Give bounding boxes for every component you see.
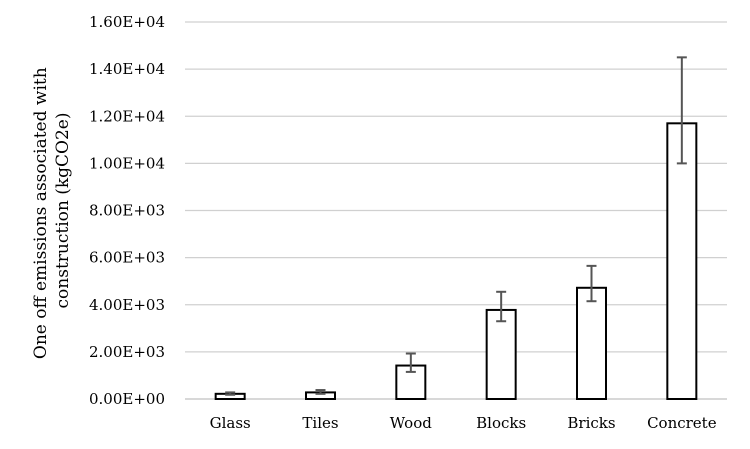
gridlines xyxy=(185,21,727,400)
x-tick-label: Blocks xyxy=(476,414,526,432)
error-bar-concrete xyxy=(676,56,687,165)
y-tick-label: 1.40E+04 xyxy=(89,60,165,78)
x-tick-label: Wood xyxy=(390,414,432,432)
y-axis-title-line-2: construction (kgCO2e) xyxy=(53,113,73,309)
y-tick-label: 1.00E+04 xyxy=(89,154,165,172)
y-axis-title-line-1: One off emissions associated with xyxy=(31,67,51,359)
x-axis-tick-labels: Glass Tiles Wood Blocks Bricks Concrete xyxy=(210,414,717,432)
y-axis-tick-labels: 0.00E+00 2.00E+03 4.00E+03 6.00E+03 8.00E+03… xyxy=(89,13,165,408)
y-tick-label: 0.00E+00 xyxy=(89,390,165,408)
error-bars xyxy=(225,56,687,396)
y-tick-label: 8.00E+03 xyxy=(89,202,165,220)
x-tick-label: Tiles xyxy=(302,414,338,432)
y-tick-label: 6.00E+03 xyxy=(89,249,165,267)
bar-blocks xyxy=(485,308,517,400)
y-tick-label: 1.20E+04 xyxy=(89,107,165,125)
bars xyxy=(214,122,698,401)
bar-bricks xyxy=(576,286,607,400)
x-tick-label: Concrete xyxy=(647,414,717,432)
bar-concrete xyxy=(666,122,698,400)
error-bar-tiles xyxy=(315,389,326,395)
y-axis-title: One off emissions associated with constr… xyxy=(31,62,73,359)
error-bar-wood xyxy=(405,352,416,373)
y-tick-label: 1.60E+04 xyxy=(89,13,165,31)
error-bar-glass xyxy=(225,391,236,396)
y-tick-label: 2.00E+03 xyxy=(89,343,165,361)
y-tick-label: 4.00E+03 xyxy=(89,296,165,314)
x-tick-label: Bricks xyxy=(567,414,615,432)
x-tick-label: Glass xyxy=(210,414,251,432)
error-bar-bricks xyxy=(586,264,597,303)
error-bar-blocks xyxy=(496,290,507,323)
